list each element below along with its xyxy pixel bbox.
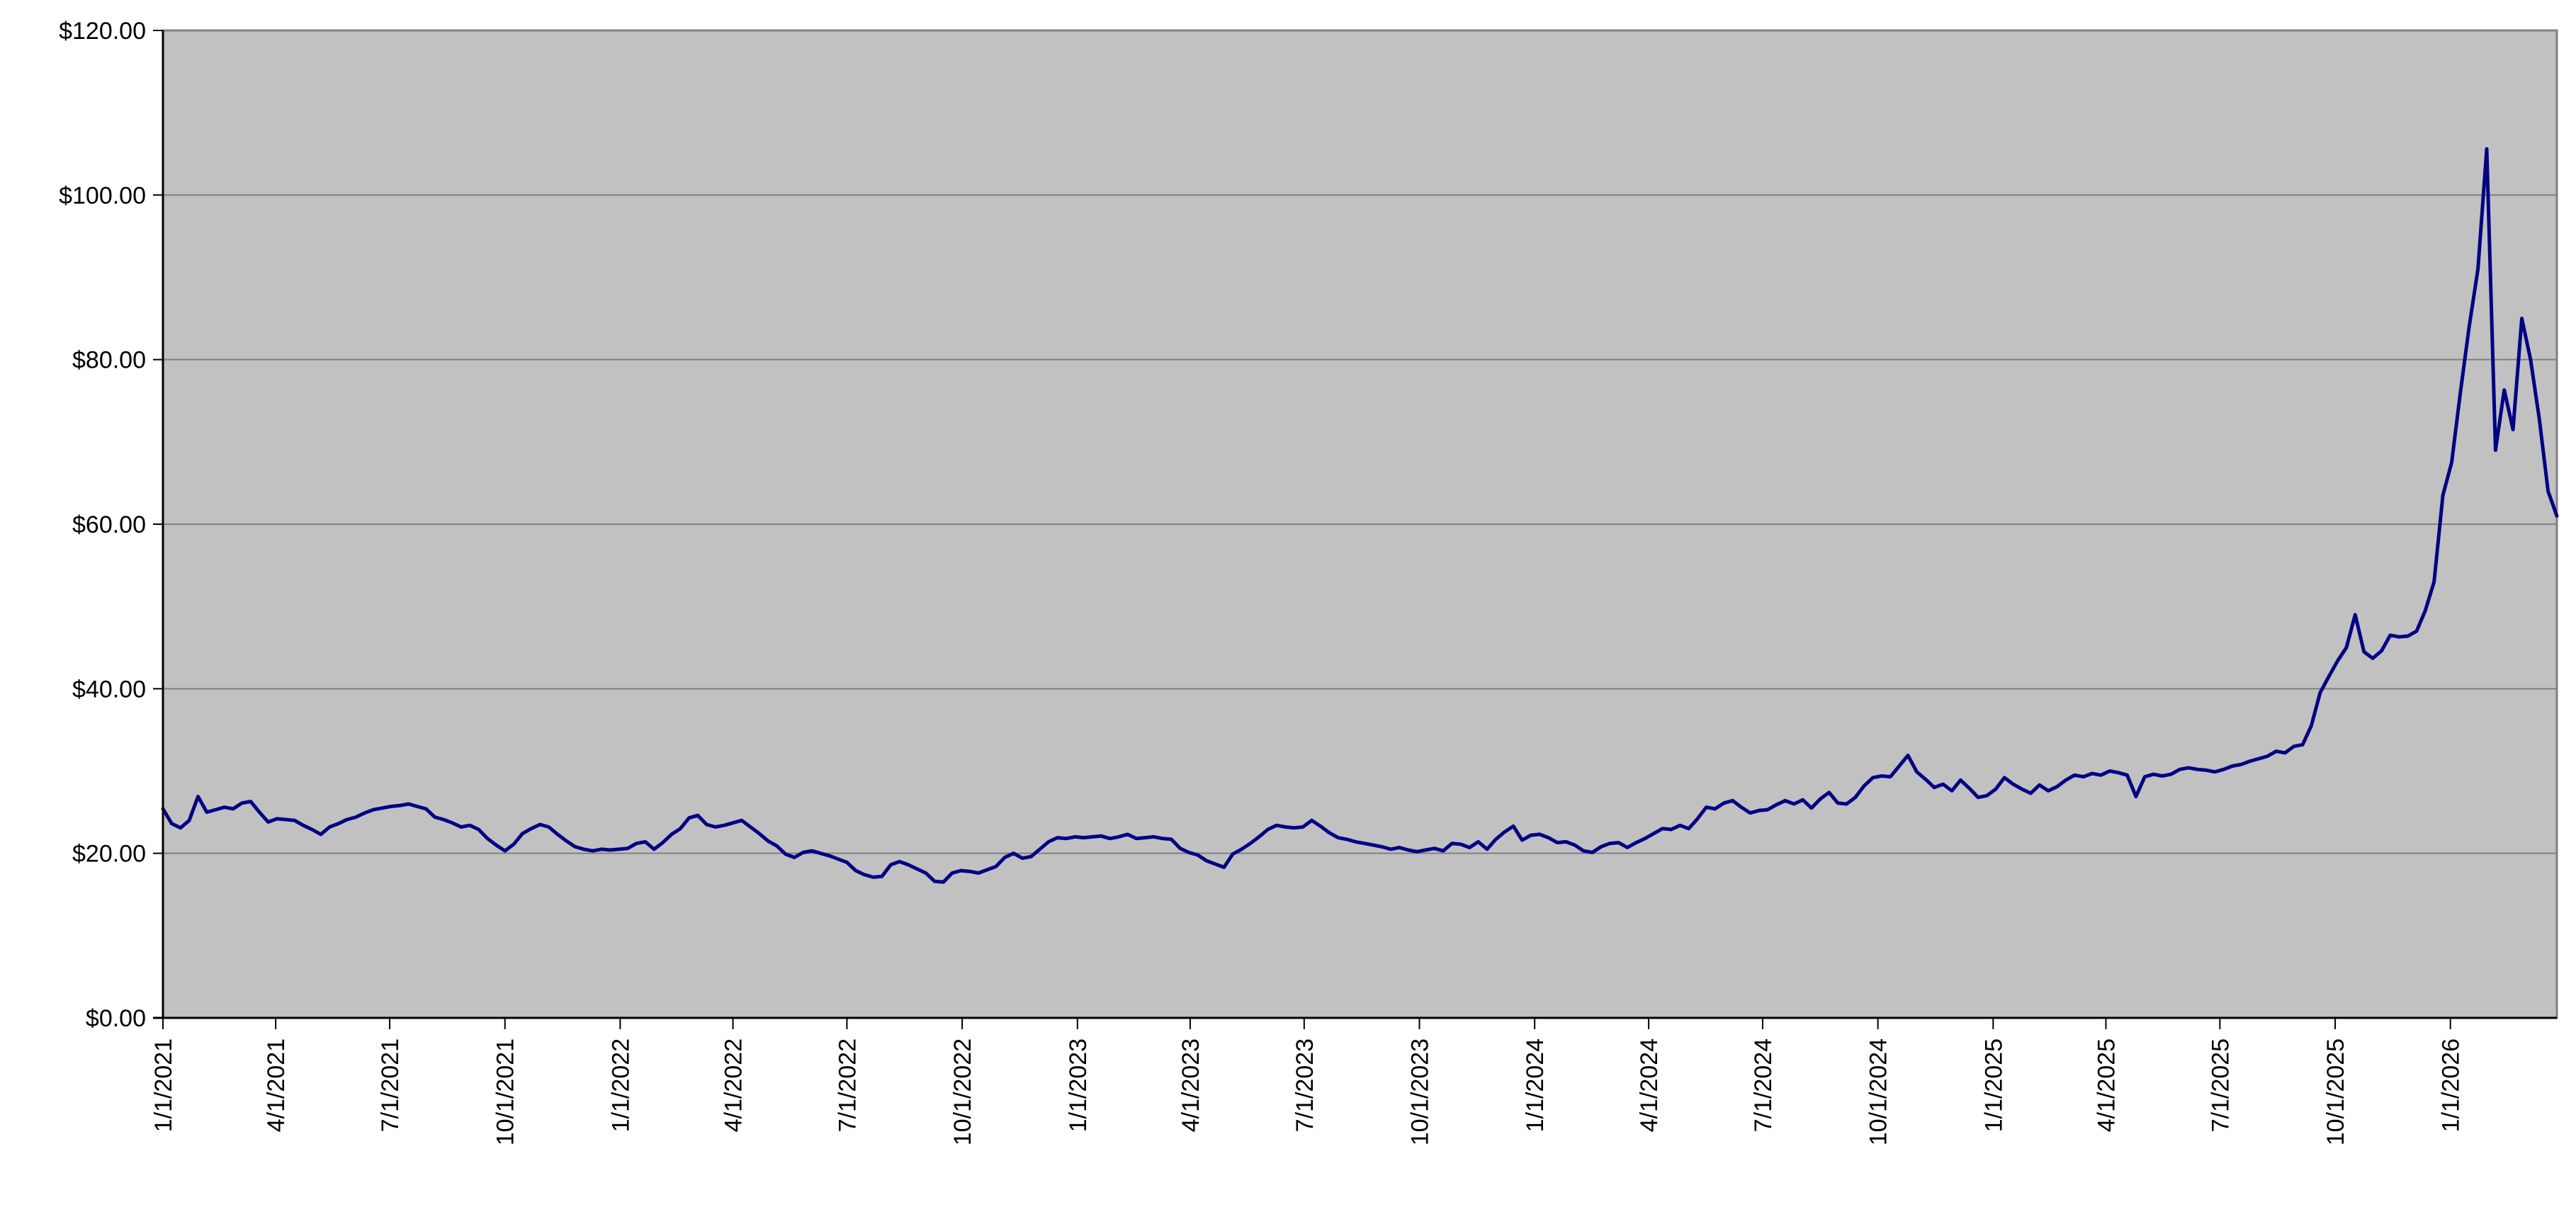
x-axis-tick-label: 10/1/2023 [1406,1038,1433,1145]
x-axis-tick-label: 1/1/2022 [607,1038,634,1132]
y-axis-labels: $0.00 $20.00 $40.00 $60.00 $80.00 $100.00 $120… [59,18,146,1032]
x-axis-tick-label: 1/1/2023 [1065,1038,1092,1132]
x-axis-tick-label: 1/1/2025 [1980,1038,2007,1132]
x-axis-tick-label: 10/1/2021 [492,1038,519,1145]
y-axis-tick-label: $20.00 [72,841,146,868]
x-axis-tick-label: 4/1/2024 [1636,1038,1663,1132]
y-axis-tick-label: $100.00 [59,182,146,209]
x-axis-tick-label: 1/1/2021 [150,1038,177,1132]
x-axis-tick-label: 4/1/2023 [1177,1038,1204,1132]
x-axis-tick-label: 4/1/2022 [721,1038,747,1132]
price-line [161,147,2559,884]
y-axis-tick-label: $0.00 [86,1005,146,1032]
axes [153,30,2557,1029]
price-line-path [161,147,2559,884]
x-axis-tick-label: 7/1/2025 [2207,1038,2234,1132]
x-axis-tick-label: 7/1/2023 [1292,1038,1318,1132]
x-axis-tick-label: 1/1/2024 [1522,1038,1549,1132]
x-axis-tick-label: 1/1/2026 [2438,1038,2465,1132]
x-axis-labels: 1/1/2021 4/1/2021 7/1/2021 10/1/2021 1/1/202… [150,1038,2465,1145]
x-axis-tick-label: 10/1/2022 [949,1038,976,1145]
x-axis-tick-label: 7/1/2021 [377,1038,404,1132]
x-axis-tick-label: 7/1/2022 [834,1038,861,1132]
x-axis-tick-label: 4/1/2021 [263,1038,290,1132]
x-axis-tick-label: 4/1/2025 [2093,1038,2120,1132]
x-axis-tick-label: 10/1/2024 [1865,1038,1892,1145]
x-axis-tick-label: 10/1/2025 [2322,1038,2349,1145]
y-axis-tick-label: $40.00 [72,676,146,703]
y-axis-tick-label: $120.00 [59,18,146,45]
y-axis-tick-label: $80.00 [72,347,146,374]
y-axis-tick-label: $60.00 [72,511,146,538]
x-axis-tick-label: 7/1/2024 [1750,1038,1777,1132]
